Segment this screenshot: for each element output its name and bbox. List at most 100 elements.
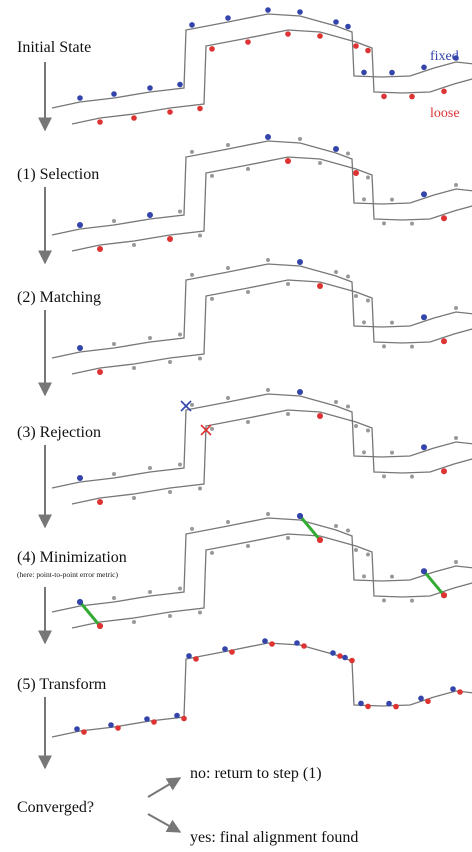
sample-point [190, 272, 194, 277]
loose-point-aligned [349, 657, 355, 664]
sample-point [346, 151, 350, 156]
loose-point-aligned [193, 656, 199, 662]
legend-loose: loose [430, 106, 460, 121]
error-metric-note: (here: point-to-point error metric) [17, 570, 119, 579]
loose-point-matched [317, 537, 323, 543]
sample-point [366, 552, 370, 557]
fixed-point-matched [421, 568, 427, 575]
loose-point [317, 33, 323, 39]
step-panels [51, 7, 472, 738]
sample-point [454, 560, 458, 564]
step-label-initial-state: Initial State [17, 39, 91, 56]
sample-point [132, 620, 136, 624]
sample-point [454, 183, 458, 187]
yes-branch-arrow [147, 813, 182, 833]
fixed-point-aligned [186, 653, 192, 659]
fixed-point-aligned [74, 726, 80, 732]
loose-point [285, 31, 291, 37]
loose-point [209, 46, 215, 52]
sample-point [190, 149, 194, 154]
loose-point-selected [441, 215, 447, 222]
fixed-point-selected [77, 222, 83, 228]
flow-arrows [38, 62, 182, 833]
sample-point [390, 320, 394, 325]
sample-point [362, 450, 366, 455]
loose-point-matched [441, 338, 447, 345]
loose-point-aligned [425, 698, 431, 705]
correspondence-link [422, 570, 446, 597]
sample-point [198, 610, 202, 615]
loose-point [167, 109, 173, 115]
fixed-point-selected [265, 134, 271, 140]
sample-point [390, 450, 394, 455]
fixed-curve [51, 140, 472, 236]
loose-point-aligned [457, 689, 463, 695]
sample-point [390, 574, 394, 579]
sample-point [178, 209, 182, 214]
sample-point [390, 197, 394, 202]
sample-point [246, 290, 250, 294]
sample-point [246, 544, 250, 548]
sample-point [112, 342, 116, 346]
sample-point [168, 490, 172, 494]
sample-point [366, 298, 370, 303]
fixed-point-matched [77, 475, 83, 481]
sample-point [382, 598, 386, 603]
loose-point-aligned [393, 703, 399, 710]
sample-point [298, 137, 302, 141]
rejected-fixed-cross-icon [180, 400, 192, 412]
loose-point [353, 43, 359, 49]
fixed-point-aligned [294, 640, 300, 646]
sample-point [226, 143, 230, 147]
sample-point [334, 400, 338, 404]
yes-branch-label: yes: final alignment found [190, 829, 358, 846]
sample-point [132, 496, 136, 500]
step-panel-4 [51, 388, 472, 505]
sample-point [334, 270, 338, 274]
sample-point [246, 420, 250, 424]
fixed-point-matched [297, 259, 303, 265]
loose-point-selected [167, 236, 173, 242]
loose-curve [71, 409, 472, 505]
sample-point [168, 614, 172, 618]
fixed-point-aligned [108, 722, 114, 728]
converged-question: Converged? [17, 799, 94, 816]
sample-point [410, 344, 414, 349]
step-panel-3 [51, 258, 472, 375]
fixed-point-aligned [342, 654, 348, 661]
sample-point [266, 258, 270, 262]
sample-point [266, 388, 270, 392]
fixed-point-aligned [450, 686, 456, 692]
fixed-point-matched [297, 513, 303, 519]
fixed-point-selected [147, 212, 153, 218]
sample-point [112, 472, 116, 476]
step-label-rejection: (3) Rejection [17, 424, 101, 441]
loose-point-matched [441, 592, 447, 599]
fixed-point-matched [77, 345, 83, 351]
loose-point-aligned [269, 641, 275, 647]
sample-point [266, 512, 270, 516]
loose-point-aligned [115, 725, 121, 731]
step-panel-6 [51, 638, 472, 738]
cross-stroke [200, 424, 212, 436]
step-label-matching: (2) Matching [17, 289, 101, 306]
fixed-point-aligned [222, 646, 228, 652]
loose-point [365, 47, 371, 54]
fixed-point [77, 95, 83, 101]
loose-point-aligned [301, 643, 307, 649]
fixed-point-matched [77, 599, 83, 605]
fixed-curve [51, 13, 472, 109]
fixed-point [265, 7, 271, 13]
loose-point-matched [317, 283, 323, 289]
sample-point [362, 574, 366, 579]
loose-point-aligned [181, 715, 187, 722]
sample-point [410, 474, 414, 479]
loose-point-matched [97, 369, 103, 375]
sample-point [354, 548, 358, 552]
loose-point-aligned [229, 649, 235, 655]
step-panel-1 [51, 7, 472, 125]
fixed-point [389, 69, 395, 76]
sample-point [190, 402, 194, 407]
sample-point [382, 344, 386, 349]
